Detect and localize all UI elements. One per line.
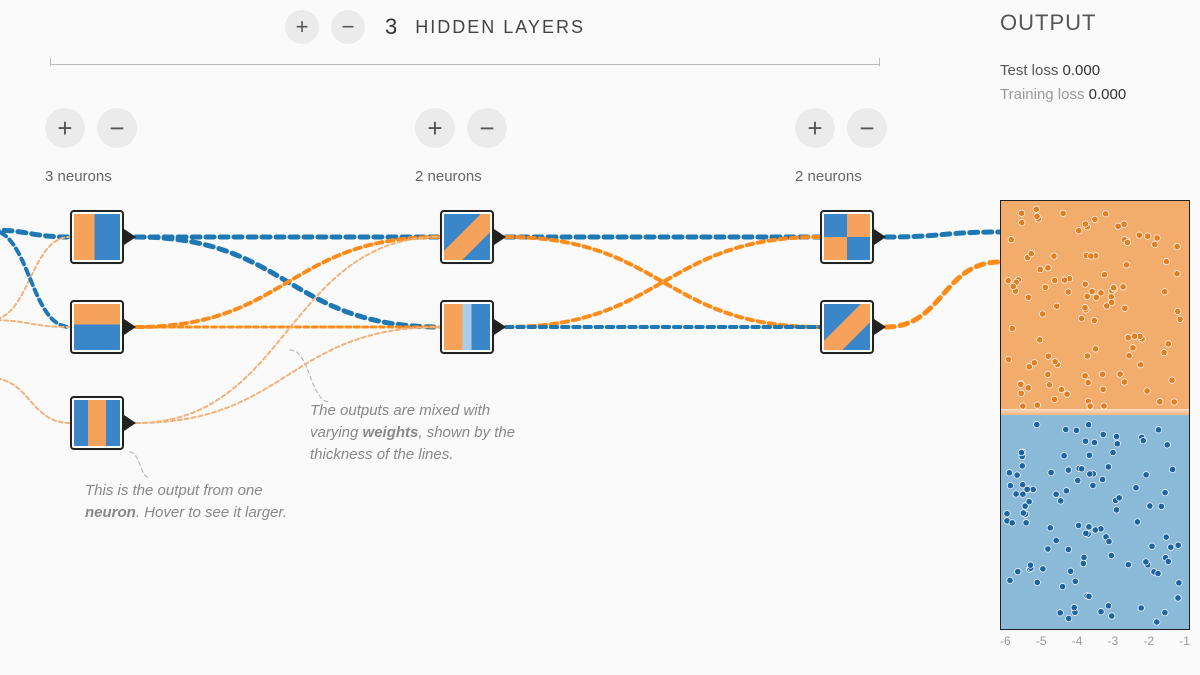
training-loss-value: 0.000 (1089, 86, 1127, 103)
plus-icon: + (427, 113, 442, 144)
neuron-l0-n1-output-handle (124, 319, 136, 335)
neuron-l1-n1[interactable] (440, 300, 494, 354)
layer-0-neuron-count: 3 neurons (45, 168, 112, 185)
hidden-layer-count: 3 (385, 14, 397, 40)
neuron-l0-n0-output-handle (124, 229, 136, 245)
layers-bracket (50, 62, 880, 72)
test-loss-value: 0.000 (1063, 62, 1101, 79)
output-title: OUTPUT (1000, 10, 1096, 36)
layer-0-remove-neuron-button[interactable]: − (97, 108, 137, 148)
plus-icon: + (296, 14, 309, 40)
layer-1-add-neuron-button[interactable]: + (415, 108, 455, 148)
neuron-l0-n0[interactable] (70, 210, 124, 264)
neuron-l1-n1-output-handle (494, 319, 506, 335)
minus-icon: − (479, 113, 494, 144)
remove-hidden-layer-button[interactable]: − (331, 10, 365, 44)
output-xtick: -5 (1036, 634, 1047, 648)
neuron-l2-n1-output-handle (874, 319, 886, 335)
layer-1-controls: +− (415, 108, 507, 148)
layer-0-add-neuron-button[interactable]: + (45, 108, 85, 148)
neuron-l1-n0-output-handle (494, 229, 506, 245)
neuron-l0-n2[interactable] (70, 396, 124, 450)
neuron-l0-n1[interactable] (70, 300, 124, 354)
neuron-l2-n0-output-handle (874, 229, 886, 245)
layer-2-controls: +− (795, 108, 887, 148)
neuron-l2-n0[interactable] (820, 210, 874, 264)
minus-icon: − (342, 14, 355, 40)
output-xtick: -4 (1072, 634, 1083, 648)
output-xtick: -2 (1143, 634, 1154, 648)
neuron-l2-n1[interactable] (820, 300, 874, 354)
layer-1-remove-neuron-button[interactable]: − (467, 108, 507, 148)
output-xtick: -1 (1179, 634, 1190, 648)
hidden-layers-label: HIDDEN LAYERS (415, 17, 585, 38)
output-x-ticks: -6 -5 -4 -3 -2 -1 (1000, 634, 1190, 648)
test-loss-label: Test loss (1000, 62, 1058, 79)
layer-2-remove-neuron-button[interactable]: − (847, 108, 887, 148)
training-loss-label: Training loss (1000, 86, 1084, 103)
plus-icon: + (807, 113, 822, 144)
add-hidden-layer-button[interactable]: + (285, 10, 319, 44)
layer-1-neuron-count: 2 neurons (415, 168, 482, 185)
minus-icon: − (859, 113, 874, 144)
output-xtick: -6 (1000, 634, 1011, 648)
neuron-l0-n2-output-handle (124, 415, 136, 431)
layer-2-neuron-count: 2 neurons (795, 168, 862, 185)
test-loss-row: Test loss 0.000 (1000, 62, 1100, 79)
plus-icon: + (57, 113, 72, 144)
minus-icon: − (109, 113, 124, 144)
annotation-neuron: This is the output from one neuron. Hove… (85, 480, 305, 524)
output-xtick: -3 (1108, 634, 1119, 648)
annotation-weights: The outputs are mixed with varying weigh… (310, 400, 530, 465)
layer-2-add-neuron-button[interactable]: + (795, 108, 835, 148)
output-plot (1000, 200, 1190, 630)
training-loss-row: Training loss 0.000 (1000, 86, 1126, 103)
layer-0-controls: +− (45, 108, 137, 148)
neuron-l1-n0[interactable] (440, 210, 494, 264)
network-diagram: + − 3 HIDDEN LAYERS +−3 neurons+−2 neuro… (0, 0, 1200, 675)
